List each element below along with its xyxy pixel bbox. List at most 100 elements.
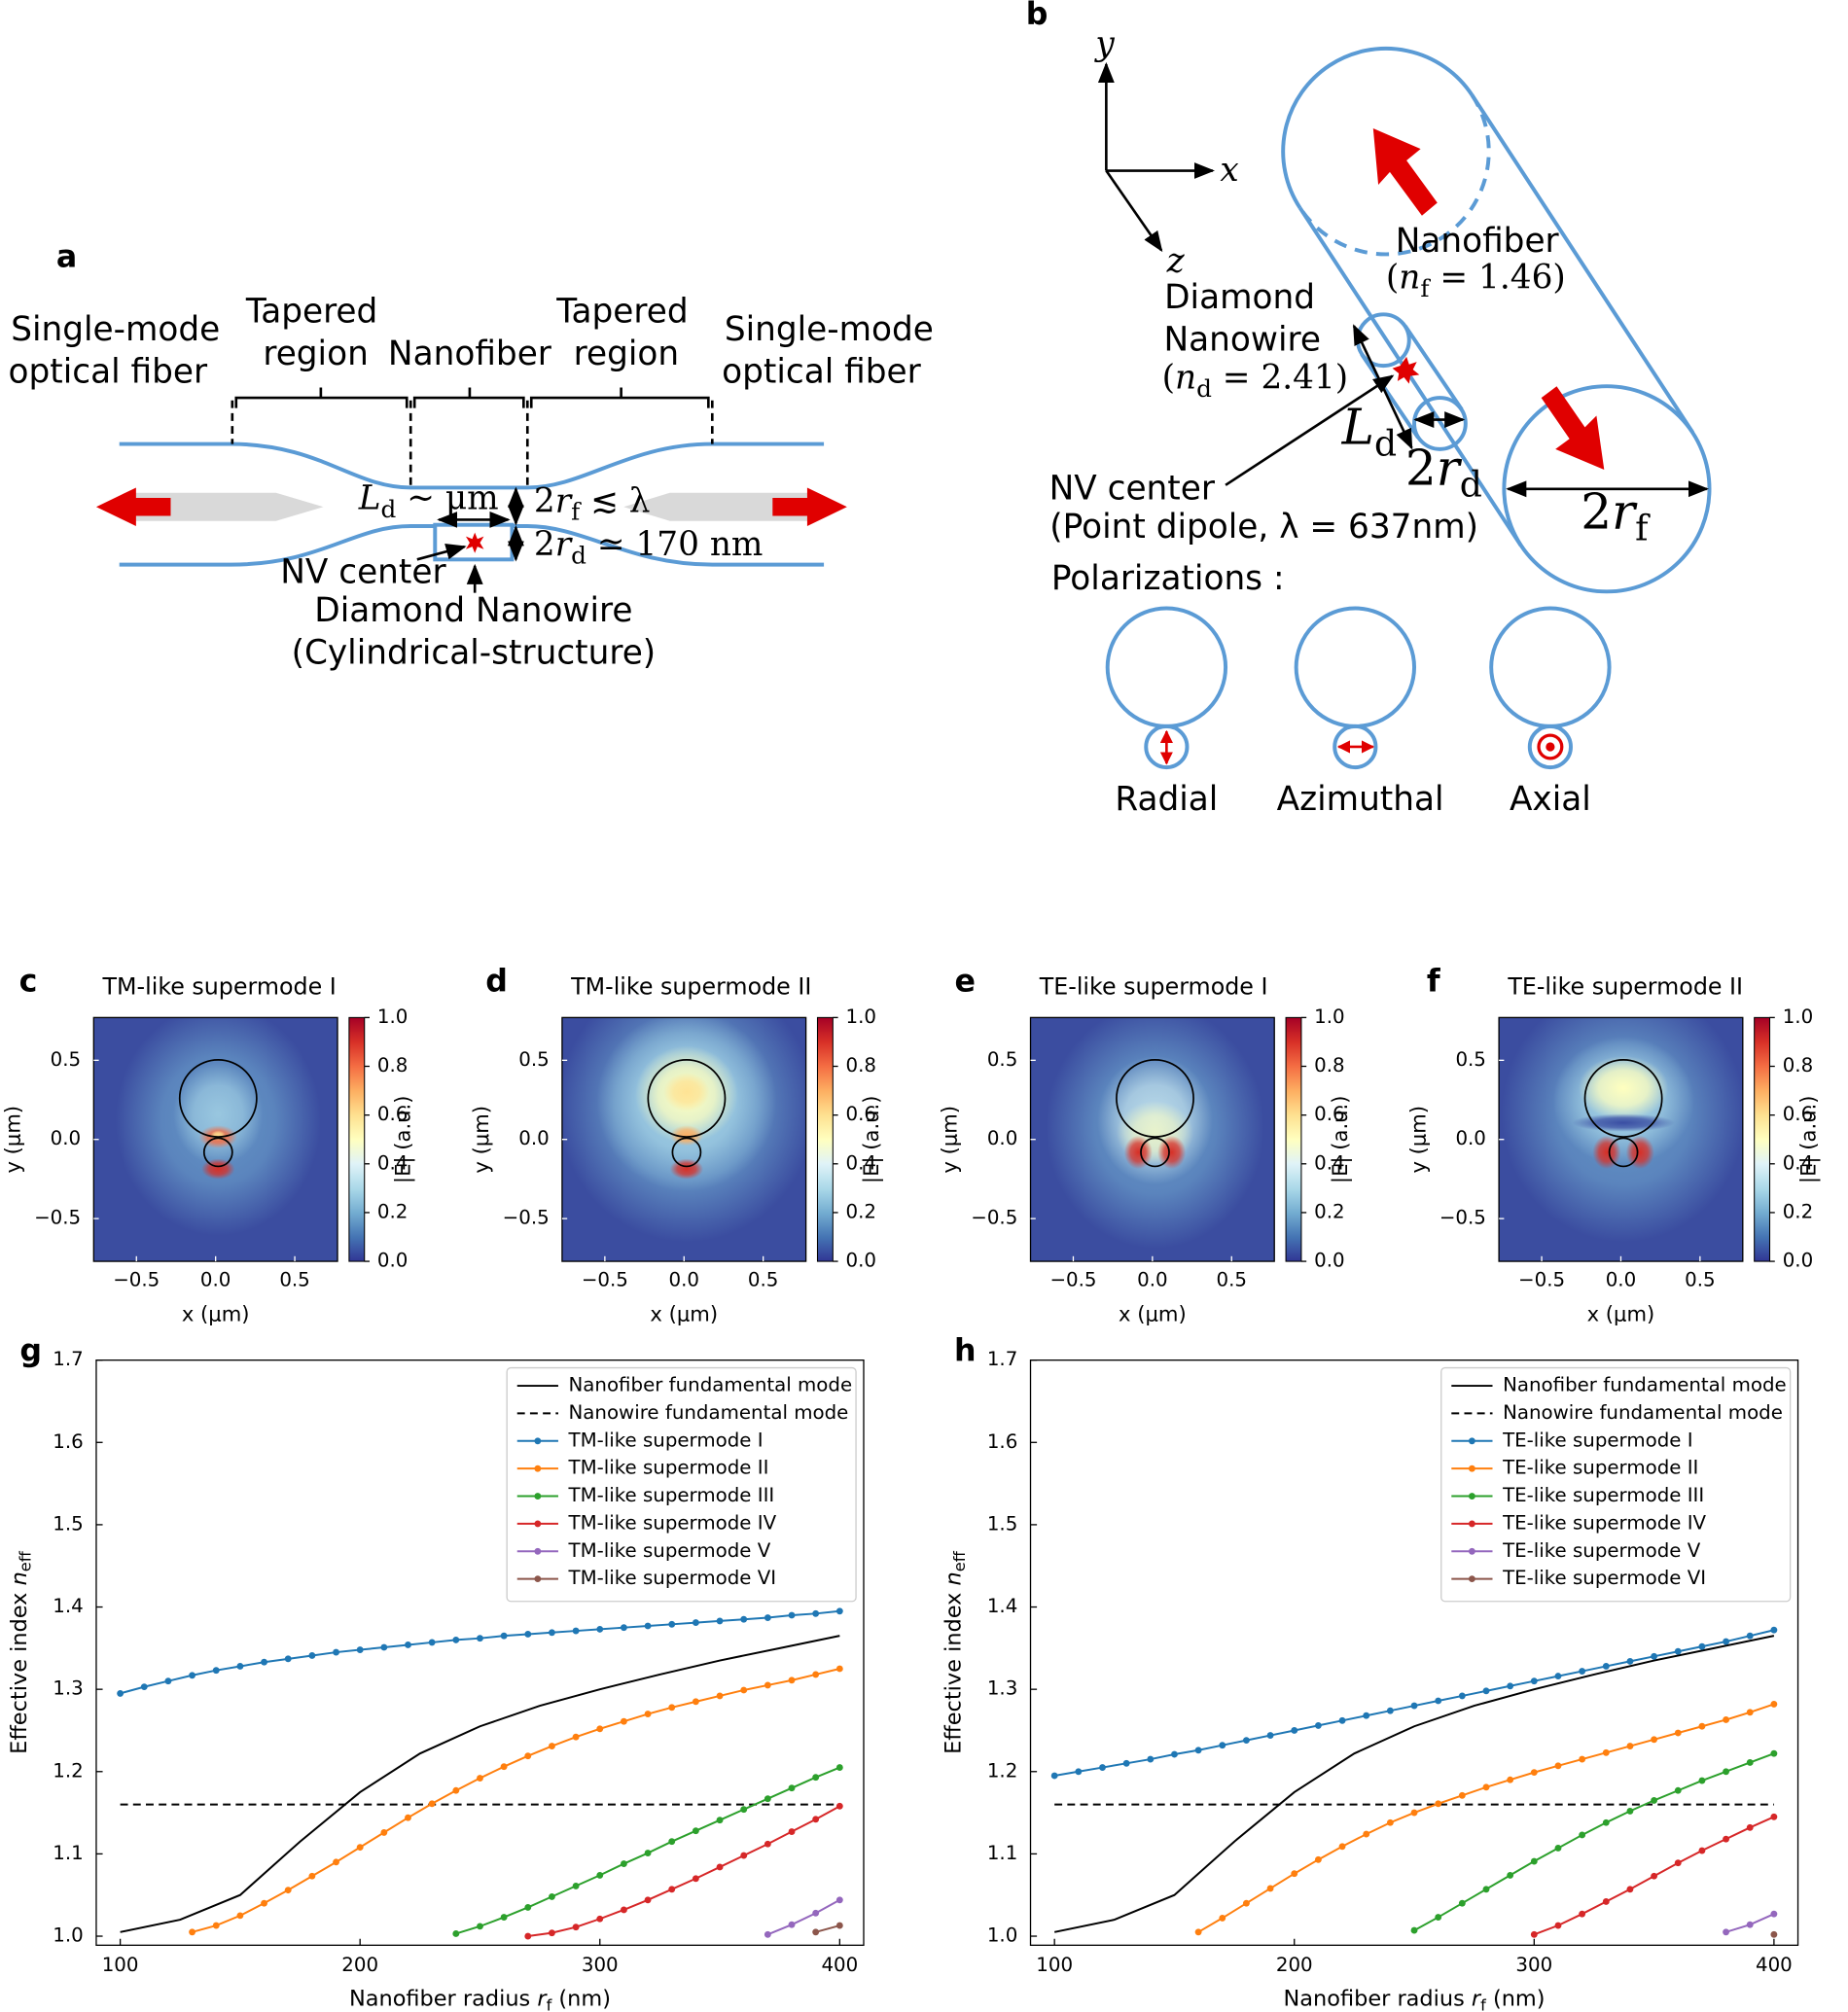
data-point (428, 1800, 436, 1808)
colorbar-tick-label: 1.0 (1783, 1006, 1813, 1028)
data-point (1410, 1926, 1418, 1934)
colorbar (348, 1016, 366, 1262)
text-part: L (1341, 398, 1374, 455)
y-tick-label: 0.0 (1455, 1127, 1485, 1149)
data-point (1291, 1870, 1298, 1878)
colorbar-tick-label: 1.0 (846, 1006, 876, 1028)
y-tick-label: 1.7 (53, 1348, 83, 1370)
data-point (189, 1928, 196, 1936)
data-point (788, 1677, 796, 1684)
data-point (1363, 1712, 1370, 1719)
data-point (620, 1906, 627, 1914)
data-point (740, 1806, 748, 1814)
label: (Cylindrical-structure) (292, 633, 657, 672)
data-point (572, 1627, 580, 1635)
data-point (405, 1814, 411, 1821)
series-line (1053, 1635, 1775, 1933)
field-glow (1592, 1135, 1621, 1170)
data-point (308, 1652, 316, 1659)
red-arrow (95, 487, 171, 527)
data-point (1723, 1928, 1730, 1936)
data-point (1242, 1737, 1250, 1745)
text-part: d (1374, 423, 1397, 464)
label: NV center (1049, 470, 1216, 509)
data-point (1219, 1914, 1226, 1922)
colorbar-tick-label: 0.0 (846, 1250, 876, 1272)
colorbar-tick-label: 0.2 (1314, 1200, 1344, 1222)
panel-label: a (56, 239, 77, 274)
x-tick-label: 100 (1036, 1954, 1073, 1976)
data-point (1626, 1657, 1634, 1665)
field-glow (1578, 1055, 1669, 1120)
data-point (452, 1786, 460, 1794)
text-part: ≃ 170 nm (586, 525, 764, 564)
x-tick-label: 0.0 (1137, 1268, 1167, 1290)
x-tick-label: 0.5 (748, 1268, 778, 1290)
data-point (740, 1615, 748, 1623)
data-point (764, 1930, 771, 1938)
text-part: r (537, 1986, 548, 2011)
field-map (93, 1017, 338, 1262)
y-tick-label: 0.5 (518, 1048, 549, 1071)
fiber-end-hidden (1297, 93, 1491, 257)
fiber-outline (1583, 1059, 1663, 1138)
data-point (1530, 1769, 1538, 1777)
x-axis-label: x (μm) (1587, 1301, 1655, 1325)
index-label: (nf = 1.46) (1386, 259, 1566, 302)
text-part: n (1175, 359, 1196, 398)
axes-frame (1029, 1359, 1799, 1946)
legend-marker (534, 1493, 542, 1500)
fiber-diameter-label: 2rf ≲ λ (534, 481, 651, 525)
x-tick-label: −0.5 (113, 1268, 160, 1290)
text-part: f (1420, 273, 1431, 301)
panel-label: c (19, 965, 38, 1000)
data-point (1122, 1759, 1130, 1767)
data-point (1363, 1830, 1370, 1838)
legend-marker (1468, 1547, 1475, 1555)
field-glow (1123, 1135, 1153, 1170)
data-point (812, 1816, 820, 1823)
data-point (644, 1850, 652, 1856)
x-tick-label: 400 (821, 1954, 858, 1976)
legend-marker (1468, 1493, 1475, 1500)
data-point (1554, 1845, 1562, 1852)
fiber-section (1294, 606, 1417, 728)
data-point (1075, 1768, 1083, 1776)
data-point (1482, 1783, 1490, 1791)
text-part: = 1.46) (1430, 259, 1566, 298)
text-part: 2 (534, 525, 555, 564)
y-tick-label: 1.4 (987, 1595, 1017, 1617)
text-part: Nanofiber radius (1284, 1986, 1472, 2011)
data-point (1698, 1722, 1706, 1730)
data-point (333, 1858, 339, 1866)
legend-label: TE-like supermode V (1502, 1539, 1701, 1562)
y-tick-label: 0.0 (987, 1127, 1017, 1149)
data-point (549, 1629, 555, 1637)
legend-box (1440, 1366, 1792, 1603)
series-line (192, 1668, 840, 1933)
data-point (1507, 1871, 1514, 1879)
diagram-a (95, 387, 847, 593)
wire-diameter-label: 2rd (1405, 440, 1482, 506)
y-tick-label: −0.5 (503, 1207, 550, 1229)
data-point (788, 1784, 796, 1792)
series-line (527, 1805, 840, 1938)
series-line (1413, 1752, 1775, 1931)
data-point (1099, 1764, 1106, 1771)
fiber-end (1281, 47, 1475, 209)
data-point (1674, 1729, 1682, 1737)
y-tick-label: 0.0 (51, 1127, 81, 1149)
legend-label: TE-like supermode IV (1502, 1511, 1706, 1534)
label: Axial (1510, 780, 1591, 819)
y-axis-label: Effective index neff (6, 1550, 34, 1754)
label: Tapered (555, 293, 688, 332)
polarization-icons (1105, 606, 1612, 770)
data-point (1458, 1899, 1466, 1907)
text-part: Effective index (6, 1585, 31, 1753)
y-tick-label: 1.3 (987, 1677, 1017, 1700)
data-point (1674, 1647, 1682, 1655)
data-point (764, 1795, 771, 1803)
data-point (668, 1886, 676, 1893)
x-tick-label: 300 (1515, 1954, 1552, 1976)
data-point (477, 1923, 483, 1930)
